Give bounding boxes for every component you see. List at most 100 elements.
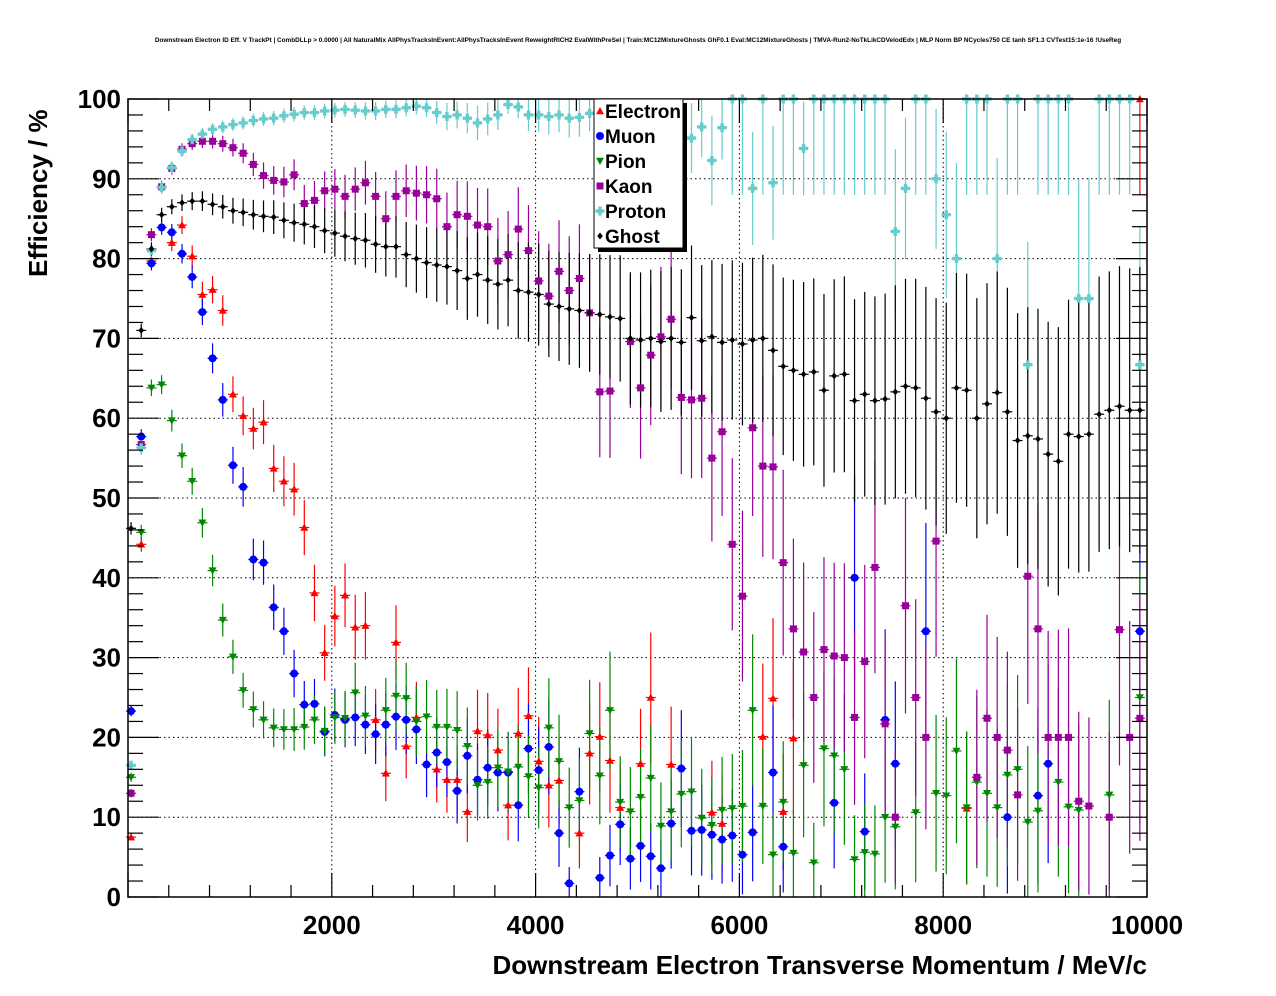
kaon-point [718, 428, 726, 436]
legend-proton-icon [595, 206, 605, 216]
kaon-point [606, 387, 614, 395]
proton-point [697, 122, 707, 132]
proton-point [931, 174, 941, 184]
ghost-point [658, 338, 664, 346]
muon-point [656, 864, 665, 873]
kaon-point [596, 388, 604, 396]
muon-point [463, 751, 472, 760]
kaon-point [810, 694, 818, 701]
ghost-point [230, 207, 236, 215]
muon-point [290, 669, 299, 678]
ghost-point [912, 384, 919, 392]
proton-point [523, 110, 533, 120]
ghost-point [525, 288, 532, 296]
ghost-point [800, 370, 807, 378]
pion-point [178, 452, 187, 460]
kaon-point [280, 178, 288, 186]
proton-point [309, 108, 319, 118]
ghost-point [984, 400, 990, 408]
electron-point [718, 819, 727, 827]
kaon-point [321, 187, 329, 195]
proton-point [1023, 360, 1033, 370]
electron-point [391, 638, 400, 646]
pion-point [504, 768, 513, 776]
pion-point [167, 417, 176, 425]
kaon-point [1034, 625, 1042, 633]
proton-point [126, 760, 136, 770]
ghost-point [535, 291, 542, 299]
legend-muon-icon [596, 132, 604, 140]
ghost-point [760, 334, 766, 342]
muon-point [493, 768, 502, 777]
electron-point [544, 781, 553, 789]
pion-point [381, 707, 390, 715]
ghost-point [403, 251, 409, 259]
ghost-point [923, 394, 929, 402]
pion-point [677, 790, 686, 799]
electron-point [127, 833, 136, 841]
kaon-point [239, 149, 247, 157]
electron-point [758, 732, 767, 740]
kaon-point [504, 251, 512, 259]
muon-point [188, 272, 197, 281]
pion-point [1003, 771, 1012, 779]
proton-point [768, 178, 778, 188]
ghost-point [372, 240, 379, 248]
pion-point [758, 802, 767, 811]
kaon-point [800, 648, 808, 656]
ghost-point [199, 197, 206, 205]
proton-point [748, 183, 758, 193]
pion-point [891, 823, 900, 831]
muon-point [157, 223, 166, 232]
ghost-point [270, 213, 277, 221]
ghost-point [169, 203, 175, 211]
y-tick-label: 60 [92, 403, 121, 433]
ghost-point [678, 338, 685, 346]
y-tick-label: 0 [107, 882, 121, 912]
pion-point [544, 724, 553, 732]
ghost-point [627, 334, 634, 342]
kaon-point [891, 813, 899, 821]
proton-point [890, 226, 900, 236]
electron-point [178, 221, 187, 229]
proton-point [1135, 360, 1145, 370]
muon-point [687, 826, 696, 835]
kaon-point [993, 733, 1001, 741]
pion-point [932, 790, 941, 798]
muon-point [860, 827, 869, 836]
kaon-point [474, 221, 482, 229]
proton-point [371, 106, 381, 116]
pion-point [575, 797, 584, 805]
pion-point [198, 519, 207, 527]
pion-point [911, 809, 920, 817]
electron-point [616, 803, 625, 811]
kaon-point [392, 192, 400, 200]
muon-point [575, 787, 584, 796]
pion-point [789, 849, 798, 858]
muon-point [636, 841, 645, 850]
muon-point [310, 699, 319, 708]
ghost-point [872, 397, 878, 405]
pion-point [320, 727, 329, 736]
pion-point [830, 752, 839, 760]
kaon-point [575, 275, 583, 283]
y-tick-label: 30 [92, 643, 121, 673]
ghost-point [484, 276, 491, 284]
proton-point [432, 108, 442, 118]
pion-point [881, 814, 890, 822]
axis-ticks [127, 98, 1148, 898]
kaon-point [830, 652, 838, 660]
pion-point [840, 766, 849, 774]
pion-point [188, 478, 197, 486]
ghost-point [963, 386, 970, 394]
proton-point [687, 133, 697, 143]
ghost-point [148, 245, 155, 253]
kaon-point [423, 191, 431, 199]
muon-point [921, 627, 930, 636]
kaon-point [453, 211, 461, 219]
kaon-point [667, 315, 675, 323]
pion-point [1064, 803, 1073, 811]
electron-point [279, 477, 288, 485]
electron-point [208, 285, 217, 293]
proton-point [289, 109, 299, 119]
